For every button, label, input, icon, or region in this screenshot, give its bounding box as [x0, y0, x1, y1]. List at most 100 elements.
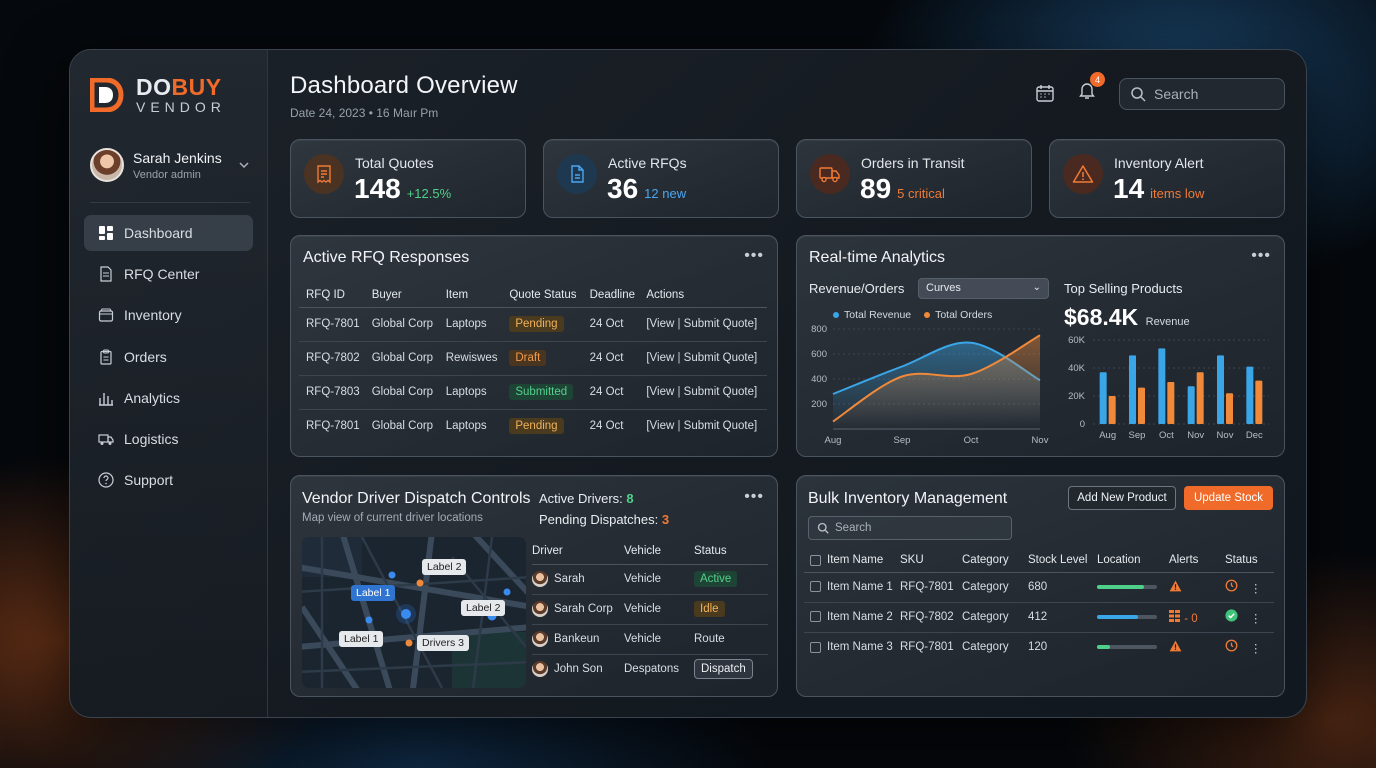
- rfq-item: Laptops: [438, 375, 503, 410]
- table-row[interactable]: Item Name 3 RFQ-7801 Category 120 ⋮: [804, 632, 1274, 662]
- kpi-label: Total Quotes: [355, 155, 434, 171]
- panel-title: Bulk Inventory Management: [808, 490, 1008, 507]
- sidebar-item-logistics[interactable]: Logistics: [84, 421, 253, 457]
- view-link[interactable]: [View: [646, 352, 675, 364]
- table-row[interactable]: Bankeun Vehicle Route: [532, 624, 768, 655]
- alert-text: - 0: [1184, 612, 1198, 625]
- invoice-icon: [317, 165, 331, 184]
- bar: [1255, 380, 1263, 424]
- view-link[interactable]: [View: [646, 318, 675, 330]
- table-row[interactable]: RFQ-7803 Global Corp Laptops Submitted 2…: [299, 375, 767, 410]
- row-checkbox[interactable]: [810, 641, 821, 653]
- column-header: Item: [438, 283, 503, 308]
- bar: [1246, 366, 1254, 424]
- column-header: Stock Level: [1028, 549, 1097, 573]
- select-all-checkbox[interactable]: [810, 554, 821, 566]
- row-menu-icon[interactable]: ⋮: [1250, 643, 1262, 656]
- user-name: Sarah Jenkins: [133, 149, 222, 166]
- item-stock: 680: [1028, 572, 1097, 603]
- map-label[interactable]: Label 2: [461, 600, 506, 616]
- avatar: [90, 148, 124, 182]
- user-profile[interactable]: Sarah Jenkins Vendor admin: [90, 148, 250, 182]
- table-row[interactable]: RFQ-7801 Global Corp Laptops Pending 24 …: [299, 409, 767, 443]
- analytics-panel: Real-time Analytics ••• Revenue/Orders C…: [796, 235, 1285, 457]
- sidebar-item-dashboard[interactable]: Dashboard: [84, 215, 253, 251]
- y-tick-label: 800: [811, 324, 827, 335]
- column-header: Category: [962, 549, 1028, 573]
- stock-level-fill: [1097, 584, 1144, 589]
- submit-quote-link[interactable]: Submit Quote]: [683, 352, 758, 364]
- file-icon: [571, 165, 584, 183]
- row-menu-icon[interactable]: ⋮: [1250, 583, 1262, 595]
- inventory-table: Item Name SKU Category Stock Level Locat…: [804, 549, 1274, 662]
- inventory-search-input[interactable]: Search: [808, 516, 1012, 540]
- column-header: Status: [1225, 549, 1274, 573]
- map-label[interactable]: Label 2: [422, 559, 467, 575]
- clipboard-icon: [100, 349, 112, 365]
- submit-quote-link[interactable]: Submit Quote]: [683, 318, 758, 330]
- bar: [1108, 396, 1116, 424]
- sidebar-item-rfq-center[interactable]: RFQ Center: [84, 256, 253, 292]
- row-checkbox[interactable]: [810, 581, 821, 593]
- sidebar-item-orders[interactable]: Orders: [84, 339, 253, 375]
- map-roads: [302, 537, 526, 688]
- driver-vehicle: Vehicle: [624, 624, 694, 655]
- update-stock-button[interactable]: Update Stock: [1184, 486, 1273, 510]
- more-icon[interactable]: •••: [744, 247, 764, 264]
- x-tick-label: Nov: [1187, 430, 1204, 441]
- kpi-active-rfqs[interactable]: Active RFQs 36 12 new: [543, 139, 779, 218]
- more-icon[interactable]: •••: [1251, 247, 1271, 264]
- kpi-icon-circle: [304, 154, 344, 194]
- active-drivers-label: Active Drivers:: [539, 491, 623, 506]
- table-row[interactable]: RFQ-7801 Global Corp Laptops Pending 24 …: [299, 307, 767, 342]
- driver-map[interactable]: Label 2 Label 1 Label 2 Label 1 Drivers …: [302, 537, 526, 688]
- kpi-inventory-alert[interactable]: Inventory Alert 14 items low: [1049, 139, 1285, 218]
- brand-logo[interactable]: DOBUY VENDOR: [90, 76, 226, 114]
- row-menu-icon[interactable]: ⋮: [1250, 613, 1262, 625]
- bar: [1167, 382, 1175, 424]
- x-tick-label: Nov: [1032, 435, 1049, 446]
- search-input[interactable]: Search: [1119, 78, 1285, 110]
- warning-icon: [1072, 165, 1094, 183]
- submit-quote-link[interactable]: Submit Quote]: [683, 420, 758, 433]
- chart-type-select[interactable]: Curves ⌄: [918, 278, 1049, 299]
- kpi-total-quotes[interactable]: Total Quotes 148 +12.5%: [290, 139, 526, 218]
- view-link[interactable]: [View: [646, 420, 675, 433]
- column-header: RFQ ID: [299, 283, 365, 308]
- chevron-down-icon[interactable]: [238, 159, 250, 171]
- table-row[interactable]: RFQ-7802 Global Corp Rewiswes Draft 24 O…: [299, 341, 767, 376]
- map-label[interactable]: Drivers 3: [417, 635, 470, 651]
- column-header: Alerts: [1169, 549, 1225, 573]
- bar: [1129, 355, 1136, 424]
- kpi-orders-in-transit[interactable]: Orders in Transit 89 5 critical: [796, 139, 1032, 218]
- table-row[interactable]: Sarah Corp Vehicle Idle: [532, 594, 768, 625]
- panel-subtitle: Map view of current driver locations: [302, 512, 483, 524]
- row-checkbox[interactable]: [810, 611, 821, 623]
- rfq-buyer: Global Corp: [364, 307, 439, 342]
- map-label[interactable]: Label 1: [339, 631, 384, 647]
- table-row[interactable]: Sarah Vehicle Active: [532, 564, 768, 595]
- inventory-panel: Bulk Inventory Management Add New Produc…: [796, 475, 1285, 697]
- sidebar-item-support[interactable]: Support: [84, 462, 253, 498]
- status-badge: Submitted: [509, 384, 574, 400]
- sidebar-item-analytics[interactable]: Analytics: [84, 380, 253, 416]
- dispatch-button[interactable]: Dispatch: [694, 659, 753, 680]
- table-row[interactable]: Item Name 2 RFQ-7802 Category 412 - 0 ⋮: [804, 602, 1274, 633]
- active-drivers-value: 8: [626, 491, 634, 506]
- submit-quote-link[interactable]: Submit Quote]: [683, 386, 758, 398]
- calendar-icon[interactable]: [1035, 83, 1055, 103]
- brand-subtitle: VENDOR: [136, 99, 226, 115]
- sidebar-item-inventory[interactable]: Inventory: [84, 297, 253, 333]
- more-icon[interactable]: •••: [744, 488, 764, 505]
- map-label[interactable]: Label 1: [351, 585, 396, 601]
- sidebar-nav: Dashboard RFQ Center Inventory Orders An…: [84, 215, 253, 503]
- kpi-label: Orders in Transit: [861, 155, 965, 171]
- table-row[interactable]: Item Name 1 RFQ-7801 Category 680 ⋮: [804, 572, 1274, 603]
- rfq-deadline: 24 Oct: [582, 341, 640, 376]
- table-row[interactable]: John Son Despatons Dispatch: [532, 654, 768, 684]
- x-tick-label: Aug: [1099, 430, 1116, 441]
- add-product-button[interactable]: Add New Product: [1068, 486, 1176, 510]
- notifications-button[interactable]: 4: [1077, 72, 1105, 105]
- view-link[interactable]: [View: [646, 386, 675, 398]
- brand-name-1: DO: [136, 74, 172, 100]
